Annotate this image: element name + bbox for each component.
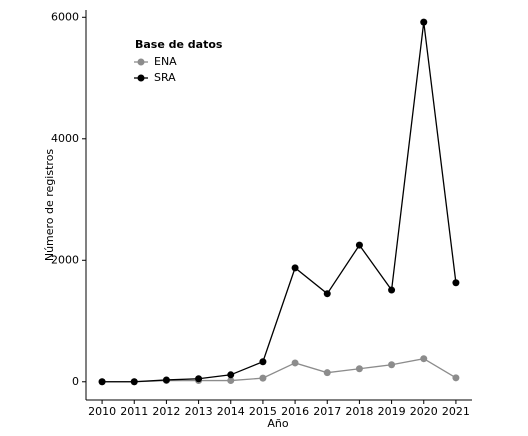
x-tick-label: 2012 (152, 405, 180, 418)
data-point (130, 378, 138, 386)
legend-title: Base de datos (135, 38, 223, 51)
data-point (98, 378, 106, 386)
data-point (355, 241, 363, 249)
x-tick-label: 2014 (217, 405, 245, 418)
series-line (102, 22, 457, 383)
data-point (323, 369, 331, 377)
y-tick-label: 6000 (51, 10, 79, 23)
y-tick-label: 2000 (51, 253, 79, 266)
data-point (420, 18, 428, 26)
data-point (227, 371, 235, 379)
x-tick-label: 2018 (345, 405, 373, 418)
data-point (259, 358, 267, 366)
data-point (291, 264, 299, 272)
y-tick-label: 4000 (51, 132, 79, 145)
data-point (162, 376, 170, 384)
y-tick-label: 0 (72, 375, 79, 388)
x-tick-label: 2017 (313, 405, 341, 418)
data-point (420, 355, 428, 363)
data-point (323, 290, 331, 298)
y-axis-title: Número de registros (43, 149, 56, 262)
data-point (195, 375, 203, 383)
x-axis-title: Año (267, 417, 288, 430)
legend-marker (137, 74, 145, 82)
data-point (291, 359, 299, 367)
data-point (452, 374, 460, 382)
x-tick-label: 2016 (281, 405, 309, 418)
x-tick-label: 2013 (185, 405, 213, 418)
data-point (388, 361, 396, 369)
x-tick-label: 2021 (442, 405, 470, 418)
x-tick-label: 2010 (88, 405, 116, 418)
legend-label: ENA (154, 55, 177, 68)
data-point (388, 286, 396, 294)
legend-marker (137, 58, 145, 66)
x-tick-label: 2015 (249, 405, 277, 418)
data-point (355, 365, 363, 373)
data-point (259, 374, 267, 382)
data-point (452, 279, 460, 287)
x-tick-label: 2020 (410, 405, 438, 418)
data-point (227, 377, 235, 385)
series-line (102, 358, 457, 383)
x-tick-label: 2019 (378, 405, 406, 418)
legend-label: SRA (154, 71, 176, 84)
x-tick-label: 2011 (120, 405, 148, 418)
